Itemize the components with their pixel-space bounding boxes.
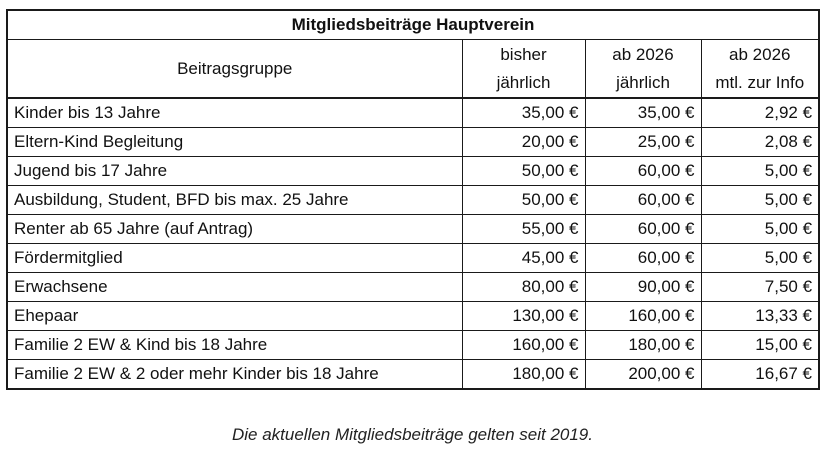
table-title: Mitgliedsbeiträge Hauptverein [6, 9, 820, 40]
cell-group: Jugend bis 17 Jahre [6, 156, 463, 186]
header-new-annual: ab 2026 jährlich [584, 39, 702, 99]
cell-new: 60,00 € [584, 185, 702, 215]
cell-monthly: 13,33 € [700, 301, 820, 331]
cell-new: 60,00 € [584, 243, 702, 273]
header-new-line1: ab 2026 [612, 44, 674, 64]
cell-group: Kinder bis 13 Jahre [6, 97, 463, 128]
header-previous-line2: jährlich [496, 72, 551, 92]
cell-group: Ehepaar [6, 301, 463, 331]
table-row: Fördermitglied 45,00 € 60,00 € 5,00 € [6, 243, 820, 273]
cell-monthly: 5,00 € [700, 156, 820, 186]
cell-previous: 50,00 € [461, 156, 586, 186]
table-row: Ausbildung, Student, BFD bis max. 25 Jah… [6, 185, 820, 215]
table-row: Familie 2 EW & 2 oder mehr Kinder bis 18… [6, 359, 820, 390]
cell-group: Ausbildung, Student, BFD bis max. 25 Jah… [6, 185, 463, 215]
cell-previous: 160,00 € [461, 330, 586, 360]
table-row: Erwachsene 80,00 € 90,00 € 7,50 € [6, 272, 820, 302]
cell-monthly: 16,67 € [700, 359, 820, 390]
table-row: Renter ab 65 Jahre (auf Antrag) 55,00 € … [6, 214, 820, 244]
header-previous-line1: bisher [500, 44, 547, 64]
cell-previous: 20,00 € [461, 127, 586, 157]
header-monthly: ab 2026 mtl. zur Info [700, 39, 820, 99]
cell-previous: 55,00 € [461, 214, 586, 244]
cell-new: 60,00 € [584, 156, 702, 186]
cell-previous: 45,00 € [461, 243, 586, 273]
header-monthly-line1: ab 2026 [729, 44, 791, 64]
cell-monthly: 5,00 € [700, 243, 820, 273]
cell-group: Fördermitglied [6, 243, 463, 273]
table-row: Jugend bis 17 Jahre 50,00 € 60,00 € 5,00… [6, 156, 820, 186]
cell-monthly: 2,92 € [700, 97, 820, 128]
cell-new: 160,00 € [584, 301, 702, 331]
cell-new: 180,00 € [584, 330, 702, 360]
cell-monthly: 5,00 € [700, 185, 820, 215]
cell-group: Eltern-Kind Begleitung [6, 127, 463, 157]
header-new-line2: jährlich [616, 72, 670, 92]
table-row: Familie 2 EW & Kind bis 18 Jahre 160,00 … [6, 330, 820, 360]
footnote: Die aktuellen Mitgliedsbeiträge gelten s… [231, 425, 593, 444]
header-monthly-line2: mtl. zur Info [715, 72, 805, 92]
table-row: Eltern-Kind Begleitung 20,00 € 25,00 € 2… [6, 127, 820, 157]
cell-new: 60,00 € [584, 214, 702, 244]
cell-group: Renter ab 65 Jahre (auf Antrag) [6, 214, 463, 244]
cell-previous: 80,00 € [461, 272, 586, 302]
cell-group: Familie 2 EW & Kind bis 18 Jahre [6, 330, 463, 360]
cell-new: 35,00 € [584, 97, 702, 128]
cell-new: 200,00 € [584, 359, 702, 390]
cell-previous: 35,00 € [461, 97, 586, 128]
cell-group: Familie 2 EW & 2 oder mehr Kinder bis 18… [6, 359, 463, 390]
cell-previous: 130,00 € [461, 301, 586, 331]
cell-previous: 50,00 € [461, 185, 586, 215]
cell-group: Erwachsene [6, 272, 463, 302]
cell-monthly: 2,08 € [700, 127, 820, 157]
cell-monthly: 7,50 € [700, 272, 820, 302]
cell-new: 25,00 € [584, 127, 702, 157]
table-row: Kinder bis 13 Jahre 35,00 € 35,00 € 2,92… [6, 97, 820, 128]
cell-previous: 180,00 € [461, 359, 586, 390]
header-group: Beitragsgruppe [6, 39, 463, 99]
cell-monthly: 5,00 € [700, 214, 820, 244]
table-row: Ehepaar 130,00 € 160,00 € 13,33 € [6, 301, 820, 331]
cell-new: 90,00 € [584, 272, 702, 302]
header-previous-annual: bisher jährlich [461, 39, 586, 99]
membership-fees-table: Mitgliedsbeiträge Hauptverein Beitragsgr… [6, 9, 821, 390]
cell-monthly: 15,00 € [700, 330, 820, 360]
